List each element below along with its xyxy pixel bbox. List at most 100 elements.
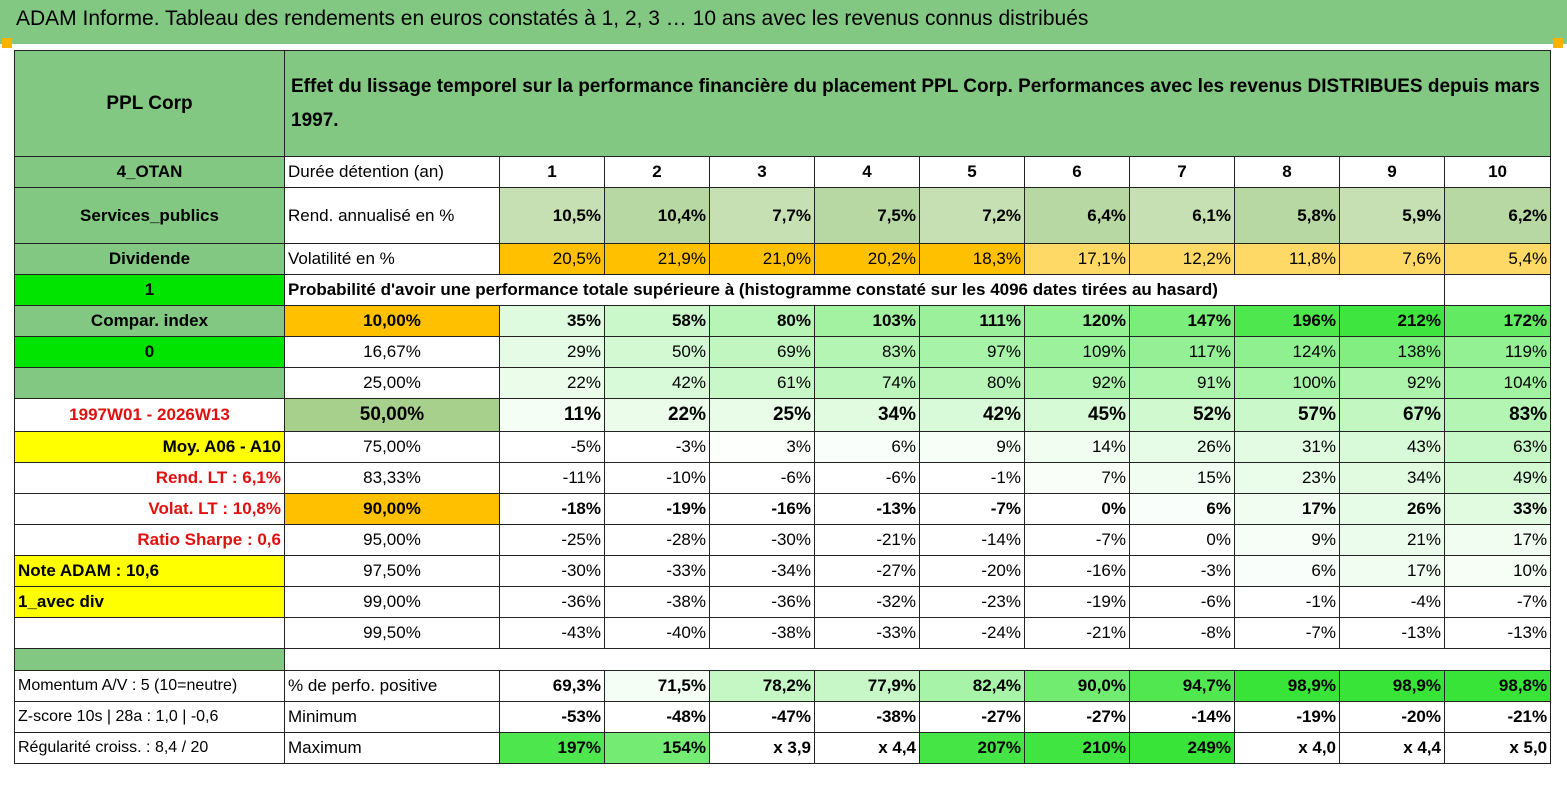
quantile-label: 50,00% bbox=[284, 398, 500, 432]
quantile-value: -16% bbox=[709, 493, 815, 525]
quantile-value: 23% bbox=[1234, 462, 1340, 494]
volatility-value: 20,5% bbox=[499, 243, 605, 275]
quantile-value: -7% bbox=[919, 493, 1025, 525]
volatility-value: 7,6% bbox=[1339, 243, 1445, 275]
table-row: Rend. LT : 6,1% 83,33% -11% -10% -6% -6% -1% 7%… bbox=[14, 462, 1552, 494]
quantile-value: -19% bbox=[1024, 586, 1130, 618]
quantile-value: 104% bbox=[1443, 367, 1552, 399]
table-row: 99,50% -43% -40% -38% -33% -24% -21% -8% -7% -13%… bbox=[14, 617, 1552, 649]
sector-label: Services_publics bbox=[14, 187, 285, 244]
positive-value: 71,5% bbox=[604, 670, 710, 702]
quantile-value: 11% bbox=[499, 398, 605, 432]
volatility-value: 18,3% bbox=[919, 243, 1025, 275]
quantile-value: -43% bbox=[499, 617, 605, 649]
maximum-value: 210% bbox=[1024, 732, 1130, 764]
quantile-value: 196% bbox=[1234, 305, 1340, 337]
maximum-value: x 5,0 bbox=[1443, 732, 1552, 764]
volatility-value: 21,9% bbox=[604, 243, 710, 275]
quantile-value: -7% bbox=[1234, 617, 1340, 649]
momentum-label: Momentum A/V : 5 (10=neutre) bbox=[14, 670, 285, 702]
table-row: Dividende Volatilité en % 20,5% 21,9% 21,0% 2… bbox=[14, 243, 1552, 275]
maximum-value: 249% bbox=[1129, 732, 1235, 764]
annual-return-value: 6,2% bbox=[1443, 187, 1552, 244]
quantile-value: 14% bbox=[1024, 431, 1130, 463]
quantile-value: 9% bbox=[1234, 524, 1340, 556]
table-row: Momentum A/V : 5 (10=neutre)% de perfo. … bbox=[14, 670, 1552, 702]
stock-code: 4_OTAN bbox=[14, 156, 285, 188]
quantile-value: 21% bbox=[1339, 524, 1445, 556]
quantile-value: -6% bbox=[709, 462, 815, 494]
quantile-value: 92% bbox=[1339, 367, 1445, 399]
left-info-cell: Ratio Sharpe : 0,6 bbox=[14, 524, 285, 556]
table-row: Moy. A06 - A10 75,00% -5% -3% 3% 6% 9% 14% 26% 31… bbox=[14, 431, 1552, 463]
quantile-label: 10,00% bbox=[284, 305, 500, 337]
annual-return-value: 7,2% bbox=[919, 187, 1025, 244]
quantile-value: 3% bbox=[709, 431, 815, 463]
quantile-value: 0% bbox=[1024, 493, 1130, 525]
table-row: 1_avec div 99,00% -36% -38% -36% -32% -23% -19%… bbox=[14, 586, 1552, 618]
table-row: 0 16,67% 29% 50% 69% 83% 97% 109% 117% 124% 138% 11… bbox=[14, 336, 1552, 368]
table-row: Ratio Sharpe : 0,6 95,00% -25% -28% -30% -21%… bbox=[14, 524, 1552, 556]
zscore-label: Z-score 10s | 28a : 1,0 | -0,6 bbox=[14, 701, 285, 733]
maximum-label: Maximum bbox=[284, 732, 500, 764]
corner-marker bbox=[2, 38, 12, 48]
maximum-value: x 4,4 bbox=[1339, 732, 1445, 764]
minimum-value: -20% bbox=[1339, 701, 1445, 733]
quantile-value: 138% bbox=[1339, 336, 1445, 368]
table-row: Volat. LT : 10,8% 90,00% -18% -19% -16% -13% -… bbox=[14, 493, 1552, 525]
volatility-value: 20,2% bbox=[814, 243, 920, 275]
quantile-value: 17% bbox=[1234, 493, 1340, 525]
quantile-value: 35% bbox=[499, 305, 605, 337]
left-info-cell: Compar. index bbox=[14, 305, 285, 337]
minimum-value: -38% bbox=[814, 701, 920, 733]
quantile-value: 9% bbox=[919, 431, 1025, 463]
quantile-value: 172% bbox=[1443, 305, 1552, 337]
quantile-value: -16% bbox=[1024, 555, 1130, 587]
year-header: 6 bbox=[1024, 156, 1130, 188]
quantile-value: -38% bbox=[604, 586, 710, 618]
dividend-label: Dividende bbox=[14, 243, 285, 275]
table-row: Services_publics Rend. annualisé en % 10,5… bbox=[14, 187, 1552, 244]
title-bar: ADAM Informe. Tableau des rendements en … bbox=[0, 0, 1567, 44]
quantile-value: 34% bbox=[1339, 462, 1445, 494]
minimum-value: -27% bbox=[1024, 701, 1130, 733]
quantile-value: -30% bbox=[709, 524, 815, 556]
table-row: 1 Probabilité d'avoir une performance tot… bbox=[14, 274, 1552, 306]
quantile-value: 212% bbox=[1339, 305, 1445, 337]
left-info-cell: Note ADAM : 10,6 bbox=[14, 555, 285, 587]
quantile-value: -11% bbox=[499, 462, 605, 494]
year-header: 4 bbox=[814, 156, 920, 188]
quantile-value: 25% bbox=[709, 398, 815, 432]
quantile-value: 6% bbox=[1129, 493, 1235, 525]
quantile-value: 57% bbox=[1234, 398, 1340, 432]
table-row: 25,00% 22% 42% 61% 74% 80% 92% 91% 100% 92% 104% bbox=[14, 367, 1552, 399]
year-header: 9 bbox=[1339, 156, 1445, 188]
empty-cell bbox=[1443, 274, 1552, 306]
quantile-value: 10% bbox=[1443, 555, 1552, 587]
quantile-value: 6% bbox=[814, 431, 920, 463]
quantile-value: -6% bbox=[814, 462, 920, 494]
quantile-label: 90,00% bbox=[284, 493, 500, 525]
quantile-value: -36% bbox=[709, 586, 815, 618]
annual-return-value: 5,8% bbox=[1234, 187, 1340, 244]
quantile-value: -8% bbox=[1129, 617, 1235, 649]
quantile-value: -14% bbox=[919, 524, 1025, 556]
quantile-value: -32% bbox=[814, 586, 920, 618]
volatility-value: 21,0% bbox=[709, 243, 815, 275]
flag-one: 1 bbox=[14, 274, 285, 306]
quantile-value: -7% bbox=[1443, 586, 1552, 618]
gap-cell bbox=[283, 648, 1552, 671]
positive-value: 78,2% bbox=[709, 670, 815, 702]
quantile-value: 49% bbox=[1443, 462, 1552, 494]
table-row bbox=[14, 648, 1552, 671]
left-info-cell bbox=[14, 367, 285, 399]
quantile-value: 124% bbox=[1234, 336, 1340, 368]
left-info-cell: 0 bbox=[14, 336, 285, 368]
maximum-value: x 4,0 bbox=[1234, 732, 1340, 764]
quantile-value: 29% bbox=[499, 336, 605, 368]
quantile-value: -25% bbox=[499, 524, 605, 556]
annual-return-value: 5,9% bbox=[1339, 187, 1445, 244]
volatility-value: 11,8% bbox=[1234, 243, 1340, 275]
maximum-value: x 4,4 bbox=[814, 732, 920, 764]
table-row: Régularité croiss. : 8,4 / 20 Maximum 197%… bbox=[14, 732, 1552, 764]
